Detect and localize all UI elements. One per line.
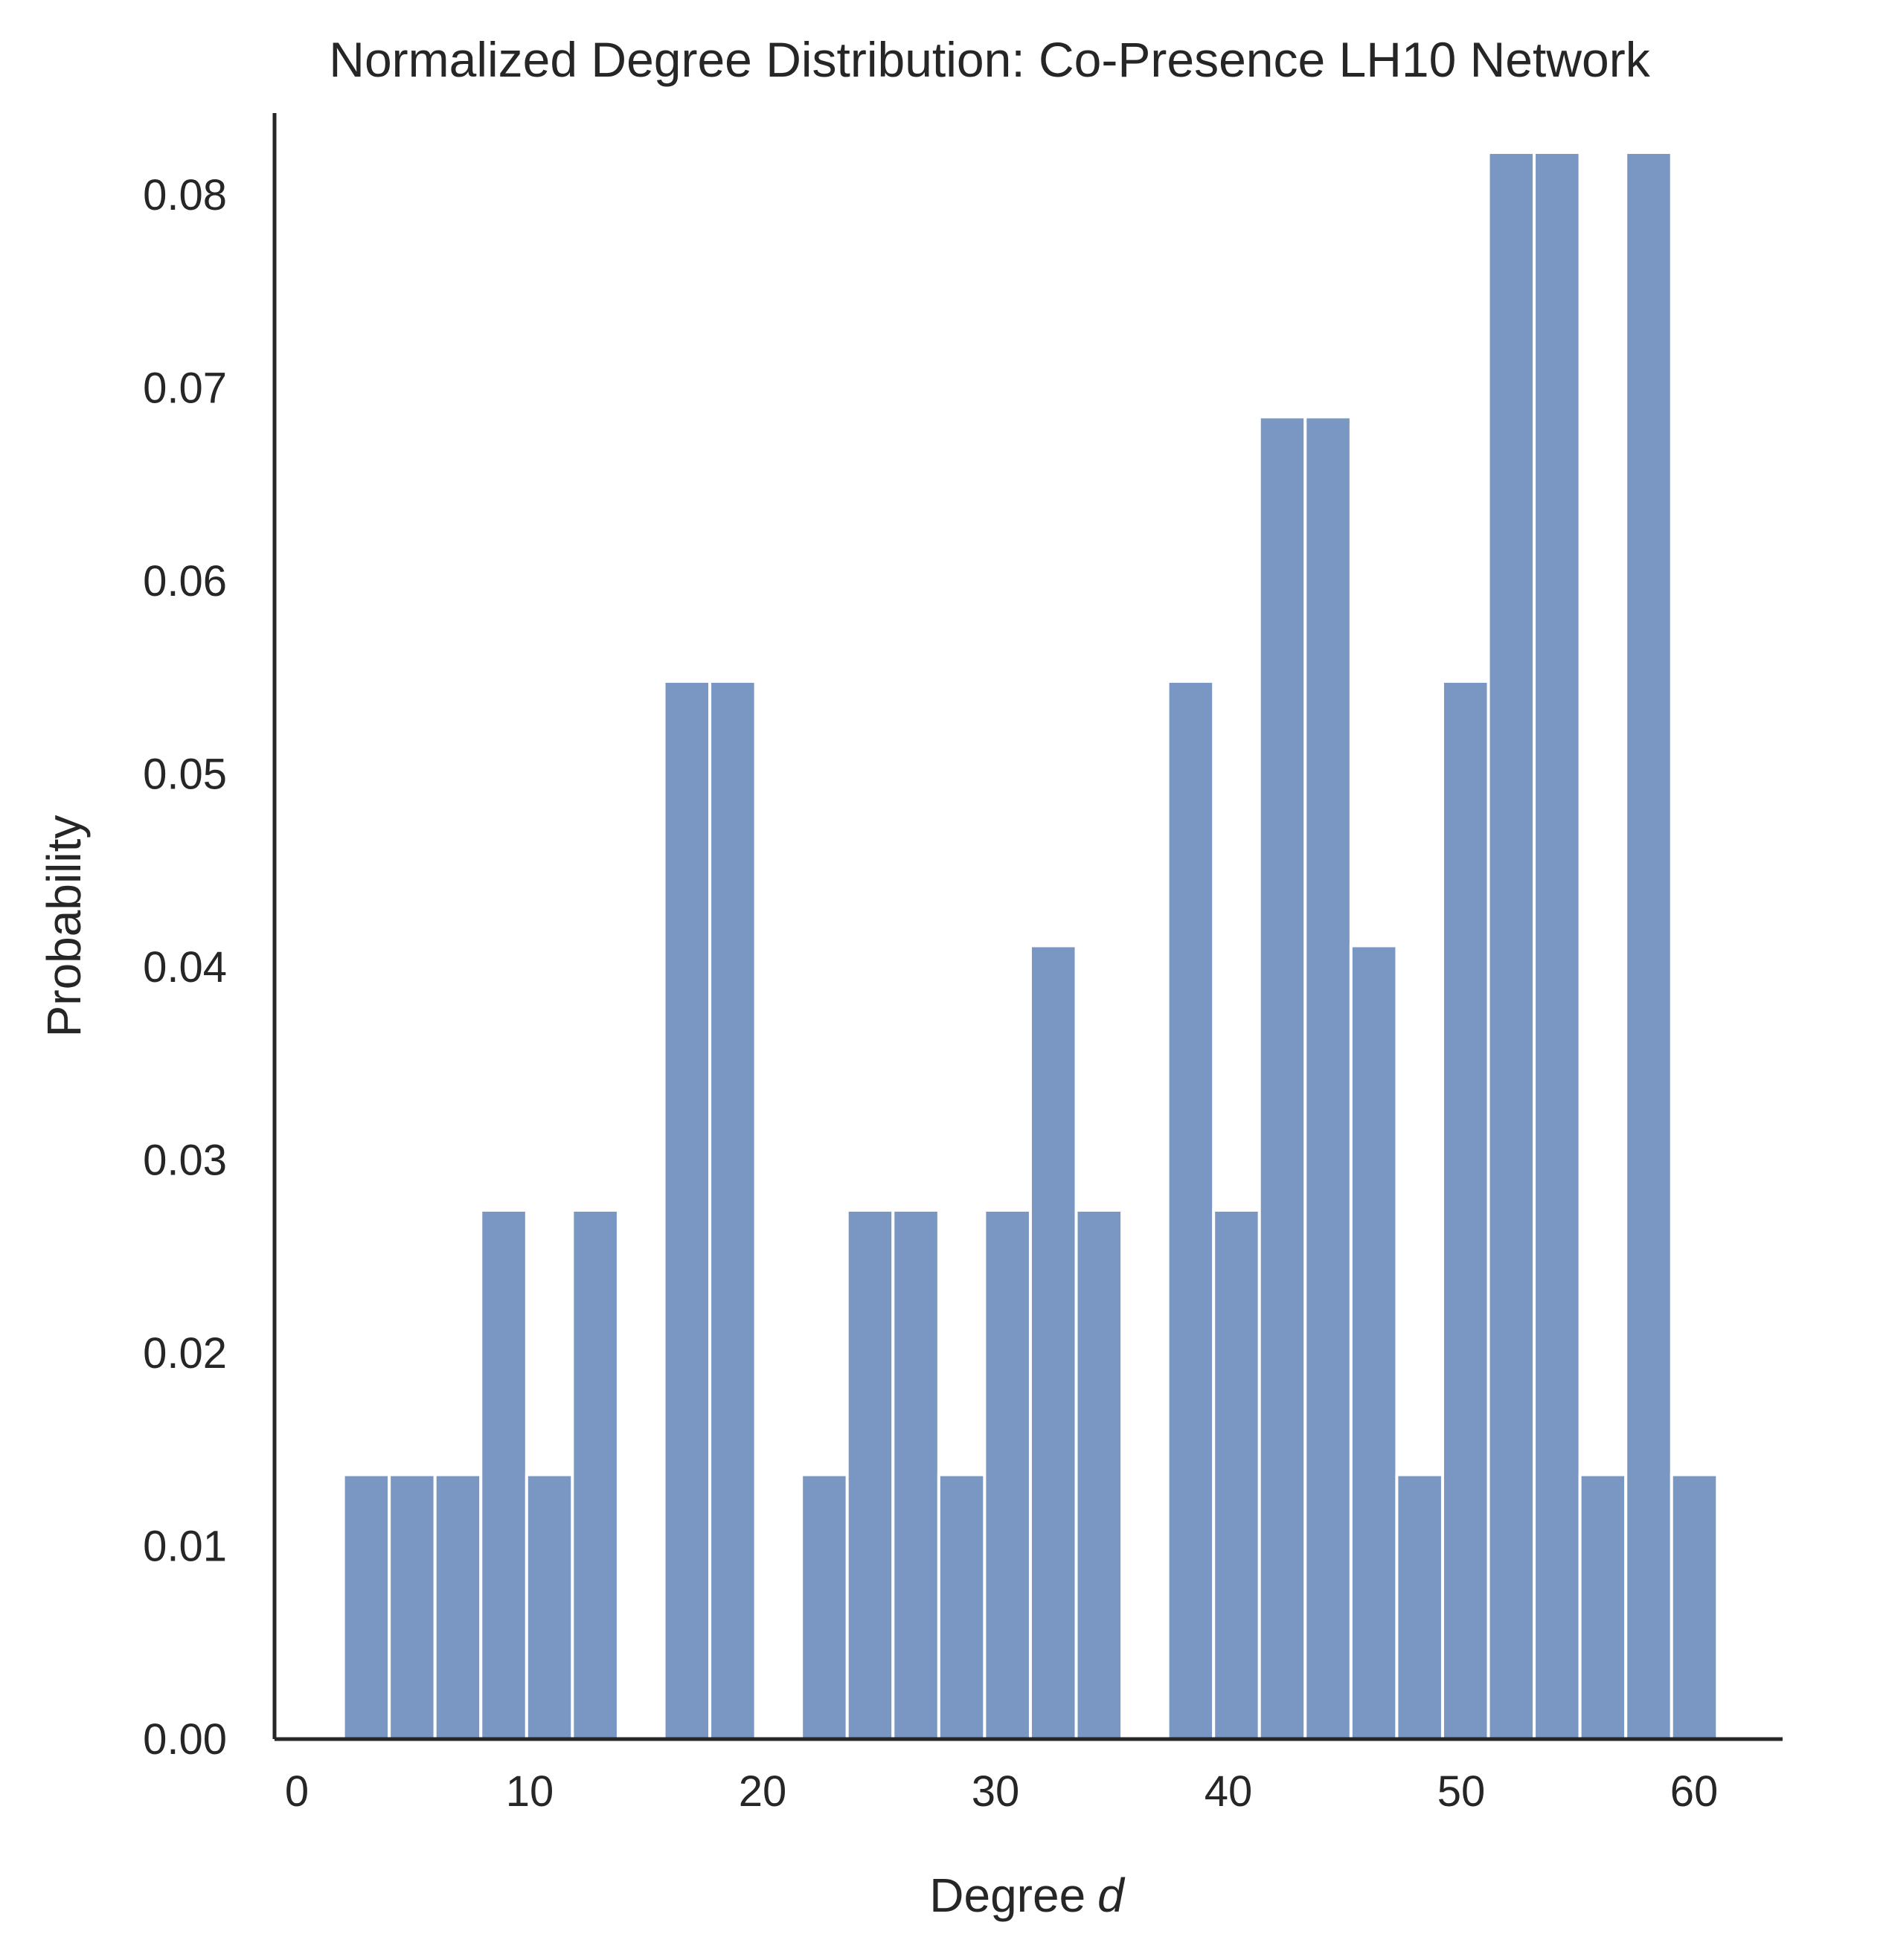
histogram-bar: [983, 1208, 1032, 1741]
histogram-bar: [845, 1208, 895, 1741]
histogram-bar: [1670, 1473, 1719, 1741]
x-tick-label: 30: [972, 1767, 1020, 1816]
histogram-bar: [433, 1473, 483, 1741]
x-tick-label: 50: [1437, 1767, 1486, 1816]
y-tick-label: 0.06: [143, 557, 227, 605]
y-tick-label: 0.01: [143, 1523, 227, 1571]
histogram-bar: [479, 1208, 528, 1741]
histogram-bar: [1440, 679, 1490, 1741]
y-tick-label: 0.04: [143, 943, 227, 992]
histogram-bar: [1533, 150, 1582, 1741]
histogram-bar: [341, 1473, 391, 1741]
histogram-bar: [662, 679, 712, 1741]
histogram-bar: [388, 1473, 437, 1741]
chart-title: Normalized Degree Distribution: Co-Prese…: [329, 32, 1650, 87]
x-axis-label: Degree d: [929, 1869, 1126, 1922]
histogram-bar: [800, 1473, 849, 1741]
y-tick-label: 0.02: [143, 1329, 227, 1378]
y-axis-label: Probability: [37, 815, 91, 1038]
x-tick-label: 40: [1205, 1767, 1253, 1816]
x-axis-label-text: Degree: [929, 1869, 1085, 1922]
x-tick-label: 0: [285, 1767, 309, 1816]
histogram-bar: [1257, 415, 1307, 1741]
histogram-bar: [1349, 944, 1399, 1741]
y-tick-label: 0.00: [143, 1715, 227, 1764]
y-tick-label: 0.03: [143, 1137, 227, 1185]
x-tick-label: 10: [506, 1767, 554, 1816]
y-tick-label: 0.07: [143, 364, 227, 413]
histogram-bar: [937, 1473, 987, 1741]
y-tick-label: 0.05: [143, 751, 227, 799]
x-axis-ticks: 0 10 20 30 40 50 60: [285, 1767, 1718, 1816]
histogram-bar: [525, 1473, 574, 1741]
x-axis-label-variable: d: [1097, 1869, 1126, 1922]
histogram-bar: [571, 1208, 620, 1741]
histogram-bar: [1303, 415, 1353, 1741]
histogram-bar: [1166, 679, 1216, 1741]
histogram-bar: [1074, 1208, 1124, 1741]
histogram-bar: [1212, 1208, 1261, 1741]
histogram-bar: [1395, 1473, 1444, 1741]
y-tick-label: 0.08: [143, 171, 227, 219]
histogram-bar: [1486, 150, 1536, 1741]
x-tick-label: 60: [1670, 1767, 1719, 1816]
histogram-bar: [891, 1208, 940, 1741]
histogram-bar: [1578, 1473, 1628, 1741]
x-tick-label: 20: [739, 1767, 787, 1816]
histogram-bar: [1624, 150, 1673, 1741]
histogram-bar: [708, 679, 757, 1741]
bars-group: [341, 150, 1719, 1741]
y-axis-ticks: 0.00 0.01 0.02 0.03 0.04 0.05 0.06 0.07 0.08: [143, 171, 227, 1764]
histogram-bar: [1028, 944, 1078, 1741]
